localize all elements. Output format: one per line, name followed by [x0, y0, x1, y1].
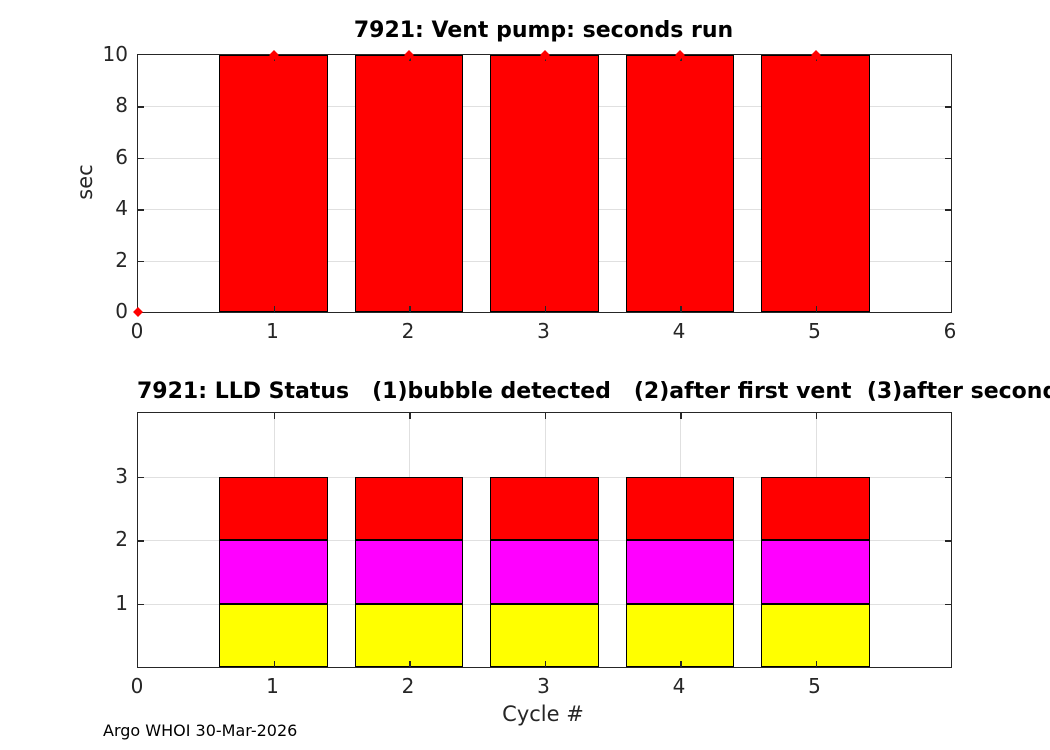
y-tick-mark — [138, 540, 144, 542]
x-tick-label: 0 — [130, 319, 144, 343]
diamond-marker — [133, 307, 143, 317]
y-tick-label: 8 — [115, 93, 128, 118]
x-tick-mark — [273, 413, 275, 419]
y-tick-label: 1 — [115, 590, 128, 615]
bar-segment — [354, 476, 464, 540]
bar-segment — [761, 603, 870, 667]
y-tick-mark — [138, 106, 144, 108]
x-tick-mark — [409, 306, 411, 312]
x-tick-mark — [544, 306, 546, 312]
x-tick-mark — [544, 661, 546, 667]
y-tick-label: 10 — [102, 42, 128, 66]
x-tick-mark — [815, 413, 817, 419]
bar-segment — [354, 540, 464, 604]
bar — [490, 55, 599, 312]
x-tick-label: 3 — [537, 319, 550, 343]
y-tick-mark — [138, 603, 144, 605]
y-tick-mark — [945, 540, 951, 542]
y-tick-label: 2 — [115, 247, 128, 272]
lld-status-chart-title: 7921: LLD Status (1)bubble detected (2)a… — [137, 379, 1050, 404]
x-tick-mark — [680, 413, 682, 419]
x-tick-label: 2 — [401, 319, 415, 343]
footer-annotation: Argo WHOI 30-Mar-2026 — [103, 721, 298, 740]
bar-segment — [625, 540, 735, 604]
x-tick-mark — [409, 661, 411, 667]
x-tick-label: 1 — [266, 674, 279, 698]
y-tick-mark — [138, 209, 144, 211]
y-tick-mark — [945, 476, 951, 478]
bar-segment — [761, 476, 870, 540]
bar-segment — [490, 603, 599, 667]
x-tick-mark — [815, 306, 817, 312]
bar — [219, 55, 328, 312]
vent-pump-plot-area — [133, 50, 952, 317]
x-tick-label: 2 — [401, 674, 415, 698]
x-tick-label: 0 — [130, 674, 144, 698]
y-tick-mark — [138, 260, 144, 263]
x-tick-label: 6 — [943, 319, 957, 343]
x-tick-label: 5 — [808, 674, 821, 698]
bar — [354, 55, 464, 312]
vent-pump-chart-title: 7921: Vent pump: seconds run — [353, 18, 734, 43]
bar-segment — [625, 603, 735, 667]
y-tick-mark — [945, 157, 951, 160]
lld-status-plot-area — [137, 412, 952, 668]
x-tick-mark — [273, 661, 275, 667]
bar-segment — [354, 603, 464, 667]
y-tick-label: 0 — [115, 299, 128, 323]
bar-segment — [219, 476, 328, 540]
x-tick-label: 1 — [266, 319, 279, 343]
x-tick-mark — [815, 661, 817, 667]
x-tick-label: 5 — [808, 319, 821, 343]
bar-segment — [490, 540, 599, 604]
bar — [761, 55, 870, 312]
x-tick-label: 4 — [672, 674, 686, 698]
y-tick-mark — [945, 106, 951, 108]
bar-segment — [625, 476, 735, 540]
x-tick-mark — [409, 413, 411, 419]
bar — [625, 55, 735, 312]
y-tick-mark — [138, 476, 144, 478]
x-tick-mark — [544, 413, 546, 419]
x-tick-label: 3 — [537, 674, 550, 698]
y-tick-mark — [945, 603, 951, 605]
cycle-x-axis-label: Cycle # — [502, 702, 584, 726]
y-tick-label: 4 — [115, 196, 128, 221]
bar-segment — [219, 603, 328, 667]
y-tick-mark — [945, 209, 951, 211]
x-tick-mark — [273, 306, 275, 312]
x-tick-label: 4 — [672, 319, 686, 343]
bar-segment — [219, 540, 328, 604]
bar-segment — [490, 476, 599, 540]
x-tick-mark — [680, 661, 682, 667]
y-tick-mark — [945, 260, 951, 263]
y-tick-mark — [138, 157, 144, 160]
y-tick-label: 6 — [115, 144, 128, 169]
x-tick-mark — [680, 306, 682, 312]
y-tick-label: 2 — [115, 527, 128, 551]
y-tick-label: 3 — [115, 463, 128, 488]
vent-pump-y-axis-label: sec — [73, 164, 97, 200]
bar-segment — [761, 540, 870, 604]
